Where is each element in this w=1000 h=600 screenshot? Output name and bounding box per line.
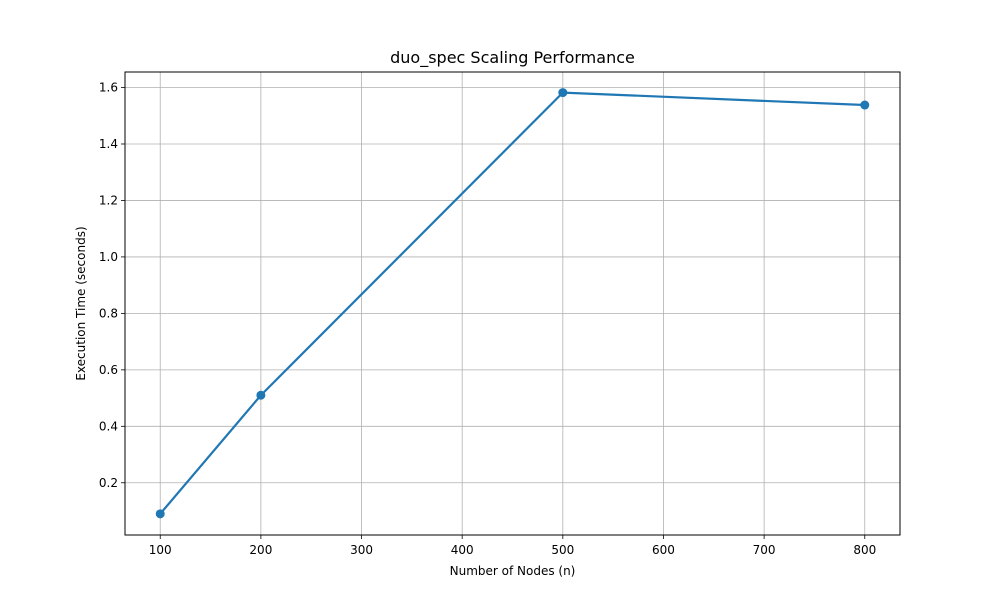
data-point (860, 100, 870, 110)
x-tick-label: 300 (350, 543, 373, 557)
x-tick-label: 100 (149, 543, 172, 557)
y-tick-label: 1.6 (99, 81, 118, 95)
x-axis-label: Number of Nodes (n) (450, 564, 576, 578)
data-point (155, 509, 165, 519)
x-tick-label: 500 (551, 543, 574, 557)
plot-frame (124, 71, 901, 536)
data-point (558, 88, 568, 98)
y-tick-label: 1.0 (99, 250, 118, 264)
x-tick-label: 200 (249, 543, 272, 557)
y-tick-label: 0.2 (99, 476, 118, 490)
y-axis-label: Execution Time (seconds) (74, 226, 88, 380)
series-line (159, 91, 865, 515)
grid (125, 72, 900, 535)
chart-title: duo_spec Scaling Performance (390, 48, 635, 68)
x-tick-label: 600 (652, 543, 675, 557)
y-axis-ticks: 0.2 0.4 0.6 0.8 1.0 1.2 1.4 1.6 (99, 81, 125, 490)
series-layer (155, 88, 870, 519)
y-tick-label: 1.4 (99, 137, 118, 151)
y-tick-label: 1.2 (99, 193, 118, 207)
x-axis-ticks: 100 200 300 400 500 600 700 800 (149, 535, 876, 557)
y-tick-label: 0.8 (99, 306, 118, 320)
x-tick-label: 800 (853, 543, 876, 557)
x-tick-label: 400 (451, 543, 474, 557)
y-tick-label: 0.6 (99, 363, 118, 377)
y-tick-label: 0.4 (99, 419, 118, 433)
data-point (256, 390, 266, 400)
x-tick-label: 700 (753, 543, 776, 557)
